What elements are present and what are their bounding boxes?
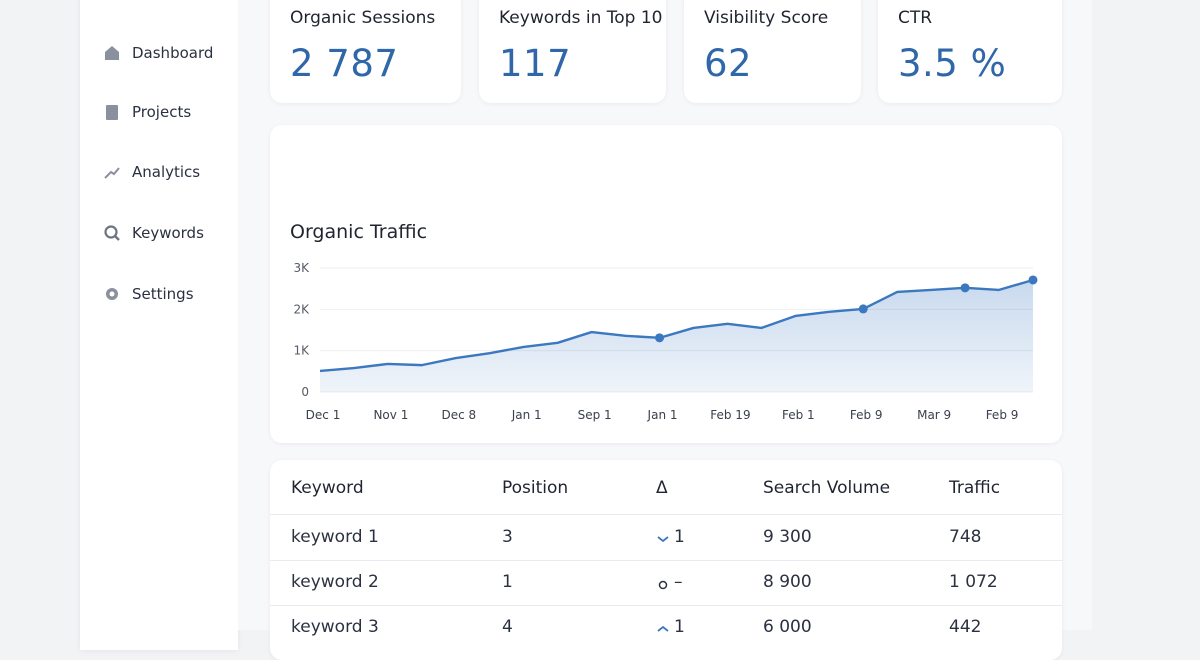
- row-separator: [270, 514, 1062, 515]
- table-header: Position: [502, 478, 569, 498]
- kpi-card: Visibility Score 62: [684, 0, 861, 103]
- nav-label: Analytics: [132, 163, 201, 181]
- nav-icon: [104, 167, 120, 179]
- kpi-label: CTR: [898, 8, 933, 28]
- traffic: 1 072: [949, 572, 998, 592]
- x-tick-label: Dec 8: [441, 408, 476, 422]
- x-tick-label: Nov 1: [373, 408, 408, 422]
- y-tick-label: 2K: [293, 302, 310, 316]
- table-header: Keyword: [291, 478, 364, 498]
- point-marker: [1028, 275, 1038, 285]
- table-header: Δ: [656, 478, 668, 498]
- delta: –: [674, 572, 683, 592]
- position: 4: [502, 617, 513, 637]
- point-marker: [960, 283, 970, 293]
- position: 1: [502, 572, 513, 592]
- nav-icon: [106, 288, 118, 300]
- kpi-label: Visibility Score: [704, 8, 829, 28]
- kpi-card: Keywords in Top 10 117: [479, 0, 666, 103]
- nav-label: Projects: [132, 103, 192, 121]
- row-separator: [270, 560, 1062, 561]
- x-tick-label: Feb 9: [986, 408, 1019, 422]
- nav-label: Keywords: [132, 224, 204, 242]
- y-tick-label: 3K: [293, 261, 310, 275]
- nav-item[interactable]: Analytics: [102, 160, 200, 184]
- y-tick-label: 0: [301, 385, 309, 399]
- table-header: Search Volume: [763, 478, 891, 498]
- traffic: 748: [949, 527, 982, 547]
- delta-icon: [657, 536, 669, 543]
- delta: 1: [674, 617, 685, 637]
- nav-item[interactable]: Projects: [102, 100, 191, 124]
- x-tick-label: Feb 9: [850, 408, 883, 422]
- page: { "sidebar": {"items": ["Dashboard", "Pr…: [80, 0, 1062, 660]
- kpi-label: Organic Sessions: [290, 8, 436, 28]
- chart: Organic Traffic 0 1K 2K 3K Dec 1 Nov 1 Dec 8 Jan…: [290, 221, 1038, 422]
- x-tick-label: Mar 9: [917, 408, 951, 422]
- kpi-card: Organic Sessions 2 787: [270, 0, 461, 103]
- nav-icon: [105, 46, 119, 60]
- x-tick-label: Dec 1: [306, 408, 341, 422]
- search-volume: 8 900: [763, 572, 812, 592]
- point-marker: [858, 304, 868, 314]
- kpi-label: Keywords in Top 10: [499, 8, 663, 28]
- kpi-card: CTR 3.5 %: [878, 0, 1062, 103]
- kpi-value: 117: [499, 42, 572, 85]
- table-header: Traffic: [949, 478, 1001, 498]
- kpi-value: 3.5 %: [898, 42, 1007, 85]
- nav-icon: [104, 225, 120, 241]
- x-tick-label: Feb 19: [710, 408, 750, 422]
- row-separator: [270, 605, 1062, 606]
- nav-item[interactable]: Settings: [102, 282, 194, 306]
- kpi-value: 62: [704, 42, 753, 85]
- keyword: keyword 2: [291, 572, 379, 592]
- x-tick-label: Jan 1: [511, 408, 542, 422]
- nav-icon: [106, 105, 118, 120]
- position: 3: [502, 527, 513, 547]
- search-volume: 9 300: [763, 527, 812, 547]
- line: [319, 278, 1034, 373]
- y-tick-label: 1K: [293, 344, 310, 358]
- keyword: keyword 1: [291, 527, 379, 547]
- x-tick-label: Feb 1: [782, 408, 815, 422]
- chart-title: Organic Traffic: [290, 221, 427, 243]
- delta-icon: [658, 580, 668, 590]
- nav-label: Settings: [132, 285, 194, 303]
- nav-item[interactable]: Keywords: [102, 221, 204, 245]
- area: [320, 279, 1033, 392]
- point-marker: [655, 333, 665, 343]
- kpi-value: 2 787: [290, 42, 399, 85]
- nav-item[interactable]: Dashboard: [102, 41, 213, 65]
- delta: 1: [674, 527, 685, 547]
- x-tick-label: Sep 1: [578, 408, 612, 422]
- x-tick-label: Jan 1: [647, 408, 678, 422]
- nav-label: Dashboard: [132, 44, 214, 62]
